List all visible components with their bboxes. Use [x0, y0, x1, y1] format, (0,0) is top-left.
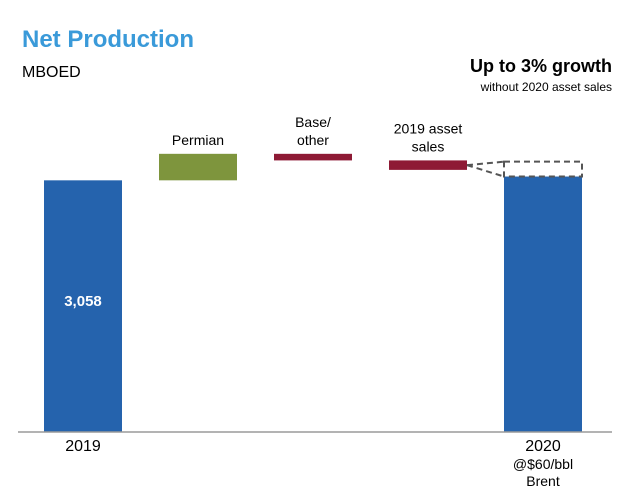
category-label-2019-asset-sales-line2: sales [412, 138, 445, 154]
bar-2020-60-bbl-brent [504, 176, 582, 432]
growth-callout-title: Up to 3% growth [470, 56, 612, 76]
category-label-base-other-line2: other [297, 132, 329, 148]
bar-2019 [44, 180, 122, 432]
bar-base-other [274, 153, 352, 161]
growth-outline-box [503, 160, 583, 178]
category-label-base-other-line1: Base/ [295, 114, 331, 130]
growth-connector-upper [466, 160, 505, 167]
bar-2019-asset-sales [389, 160, 467, 170]
data-label-2019: 3,058 [64, 293, 102, 310]
category-label-2019: 2019 [65, 438, 101, 455]
bars-layer [44, 153, 583, 432]
growth-callout-subtitle: without 2020 asset sales [480, 80, 612, 94]
unit-label: MBOED [22, 64, 81, 81]
category-label-permian: Permian [172, 132, 224, 148]
labels-layer: 3,058 2019 Permian Base/other 2019 asset sale… [64, 114, 573, 489]
bar-permian [159, 153, 237, 181]
growth-connector-lower [466, 164, 505, 178]
category-sublabel-2: Brent [526, 473, 560, 489]
chart-title: Net Production [22, 26, 194, 53]
category-sublabel-1: @$60/bbl [513, 456, 573, 472]
category-label-2020-60-bbl-brent: 2020 [525, 438, 561, 455]
category-label-2019-asset-sales-line1: 2019 asset [394, 120, 463, 136]
